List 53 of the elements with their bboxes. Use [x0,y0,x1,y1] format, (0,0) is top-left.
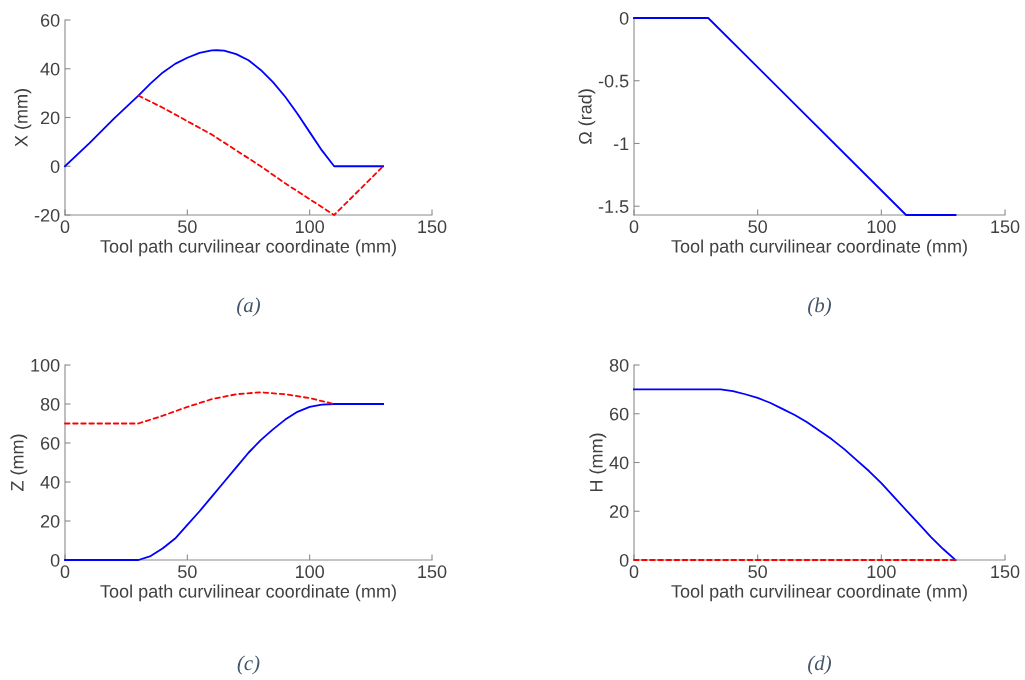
y-tick-label: 100 [31,358,60,372]
x-tick-label: 0 [60,220,70,234]
x-tick-label: 100 [295,220,325,234]
y-axis-title: X (mm) [14,89,32,147]
x-tick-label: 100 [867,220,896,234]
line-series [137,94,384,216]
x-tick-label: 150 [991,220,1020,234]
y-axis-title: Ω (rad) [578,89,596,145]
x-tick-label: 150 [418,565,447,579]
x-axis-title: Tool path curvilinear coordinate (mm) [671,239,967,257]
y-tick-label: 0 [50,160,60,173]
y-tick-label: 60 [40,436,60,450]
x-axis-title: Tool path curvilinear coordinate (mm) [100,584,396,602]
x-tick-label: 50 [748,565,767,579]
y-tick-label: 20 [40,111,60,125]
y-tick-label: -20 [34,208,60,222]
x-tick-label: 150 [991,565,1020,579]
text: (c) [237,655,260,675]
y-tick-label: 20 [609,505,629,518]
y-tick-label: 20 [40,514,60,528]
y-axis-title: H (mm) [589,433,607,492]
y-tick-label: -1 [613,137,629,151]
x-tick-label: 100 [295,565,325,579]
line-series [633,388,957,561]
line-series [64,391,336,425]
y-axis-title: Z (mm) [10,434,28,491]
x-tick-label: 50 [178,565,197,579]
x-tick-label: 0 [629,565,639,579]
y-tick-label: 0 [619,11,629,25]
y-tick-label: 80 [40,397,60,411]
text: (a) [237,297,260,317]
line-series [64,49,384,168]
x-tick-label: 50 [178,220,197,234]
y-tick-label: 60 [609,407,629,421]
y-tick-label: 40 [40,62,60,76]
x-tick-label: 0 [60,565,70,579]
text: (b) [808,297,831,317]
y-tick-label: -1.5 [598,200,629,213]
text: (d) [808,655,831,675]
y-tick-label: 0 [619,553,629,567]
x-tick-label: 100 [867,565,896,579]
x-tick-label: 50 [748,220,767,234]
y-tick-label: 40 [609,456,629,470]
x-axis-title: Tool path curvilinear coordinate (mm) [671,584,967,602]
x-tick-label: 0 [629,220,639,234]
y-tick-label: 80 [609,358,629,372]
y-tick-label: 40 [40,475,60,489]
y-tick-label: -0.5 [598,74,629,88]
line-series [64,403,384,561]
y-tick-label: 60 [40,13,60,27]
x-tick-label: 150 [418,220,447,234]
y-tick-label: 0 [50,553,60,567]
x-axis-title: Tool path curvilinear coordinate (mm) [100,239,396,257]
